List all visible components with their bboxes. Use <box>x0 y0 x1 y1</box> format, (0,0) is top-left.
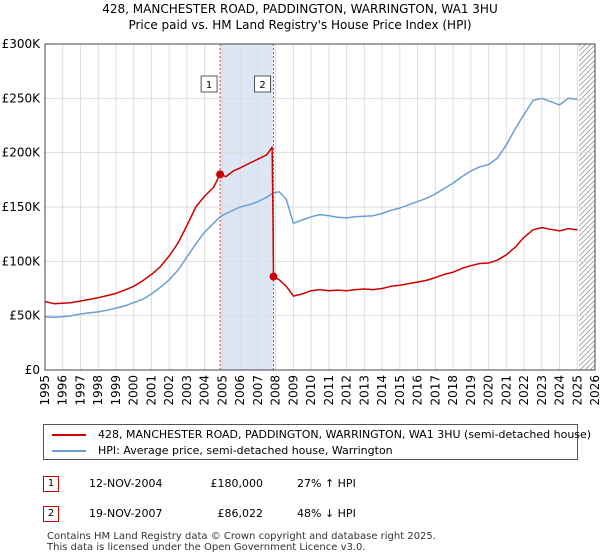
footer-line-1: Contains HM Land Registry data © Crown c… <box>47 531 436 542</box>
x-tick-label: 1996 <box>56 375 70 406</box>
sale-label-box <box>200 75 218 93</box>
legend-label-hpi: HPI: Average price, semi-detached house,… <box>98 444 393 457</box>
y-tick-label: £100K <box>2 254 42 268</box>
legend-swatch-hpi <box>52 450 86 452</box>
sale-number-badge: 2 <box>43 506 59 522</box>
sale-label-number: 1 <box>206 80 212 91</box>
x-tick-label: 2006 <box>233 375 247 406</box>
chart-title: 428, MANCHESTER ROAD, PADDINGTON, WARRIN… <box>102 2 498 16</box>
y-tick-label: £300K <box>2 37 42 51</box>
x-tick-label: 2001 <box>144 375 158 406</box>
x-tick-label: 2000 <box>127 375 141 406</box>
x-tick-label: 1999 <box>109 375 123 406</box>
sale-price: £180,000 <box>210 477 264 490</box>
x-tick-label: 1995 <box>38 375 52 406</box>
legend-swatch-property <box>52 434 86 436</box>
legend-item-hpi: HPI: Average price, semi-detached house,… <box>52 443 393 459</box>
sale-date: 19-NOV-2007 <box>89 507 163 520</box>
y-tick-label: £0 <box>25 363 40 377</box>
chart-subtitle: Price paid vs. HM Land Registry's House … <box>128 18 472 32</box>
sale-label-number: 2 <box>259 80 265 91</box>
y-tick-label: £200K <box>2 146 42 160</box>
sale-hpi-change: 27% ↑ HPI <box>297 477 356 490</box>
x-tick-label: 2025 <box>570 375 584 406</box>
sale-price: £86,022 <box>217 507 264 520</box>
legend-label-property: 428, MANCHESTER ROAD, PADDINGTON, WARRIN… <box>98 428 592 441</box>
x-tick-label: 2013 <box>357 375 371 406</box>
x-tick-label: 2019 <box>464 375 478 406</box>
x-tick-label: 1998 <box>91 375 105 406</box>
sale-number-badge: 1 <box>43 476 59 492</box>
x-tick-label: 2026 <box>588 375 600 406</box>
sale-hpi-change: 48% ↓ HPI <box>297 507 356 520</box>
series-line-property <box>45 146 578 305</box>
sale-label-box <box>254 75 272 93</box>
y-tick-label: £250K <box>2 91 42 105</box>
x-tick-label: 2005 <box>215 375 229 406</box>
x-tick-label: 2012 <box>340 375 354 406</box>
x-tick-label: 2017 <box>428 375 442 406</box>
series-line-hpi <box>45 97 578 319</box>
sale-marker <box>269 272 278 281</box>
x-tick-label: 2008 <box>269 375 283 406</box>
x-tick-label: 2020 <box>482 375 496 406</box>
x-tick-label: 2022 <box>517 375 531 406</box>
x-tick-label: 2004 <box>198 375 212 406</box>
y-tick-label: £50K <box>9 309 41 323</box>
legend-item-property: 428, MANCHESTER ROAD, PADDINGTON, WARRIN… <box>52 427 591 443</box>
x-tick-label: 2003 <box>180 375 194 406</box>
x-tick-label: 2002 <box>162 375 176 406</box>
chart-legend: 428, MANCHESTER ROAD, PADDINGTON, WARRIN… <box>43 424 591 460</box>
x-tick-label: 2011 <box>322 375 336 406</box>
x-tick-label: 2023 <box>535 375 549 406</box>
y-tick-label: £150K <box>2 200 42 214</box>
plot-frame <box>44 43 596 371</box>
x-tick-label: 2007 <box>251 375 265 406</box>
x-tick-label: 2010 <box>304 375 318 406</box>
x-tick-label: 2015 <box>393 375 407 406</box>
x-tick-label: 2021 <box>499 375 513 406</box>
x-tick-label: 2024 <box>553 375 567 406</box>
footer-line-2: This data is licensed under the Open Gov… <box>47 542 366 553</box>
sale-marker <box>216 170 225 179</box>
x-tick-label: 1997 <box>73 375 87 406</box>
x-tick-label: 2009 <box>286 375 300 406</box>
x-tick-label: 2014 <box>375 375 389 406</box>
x-tick-label: 2016 <box>411 375 425 406</box>
price-chart: 1 2 £0 £50K £100K £150K £200K £250K £300K 1995 19… <box>2 37 600 406</box>
x-tick-label: 2018 <box>446 375 460 406</box>
sale-date: 12-NOV-2004 <box>89 477 163 490</box>
footer-credits: Contains HM Land Registry data © Crown c… <box>47 531 436 553</box>
